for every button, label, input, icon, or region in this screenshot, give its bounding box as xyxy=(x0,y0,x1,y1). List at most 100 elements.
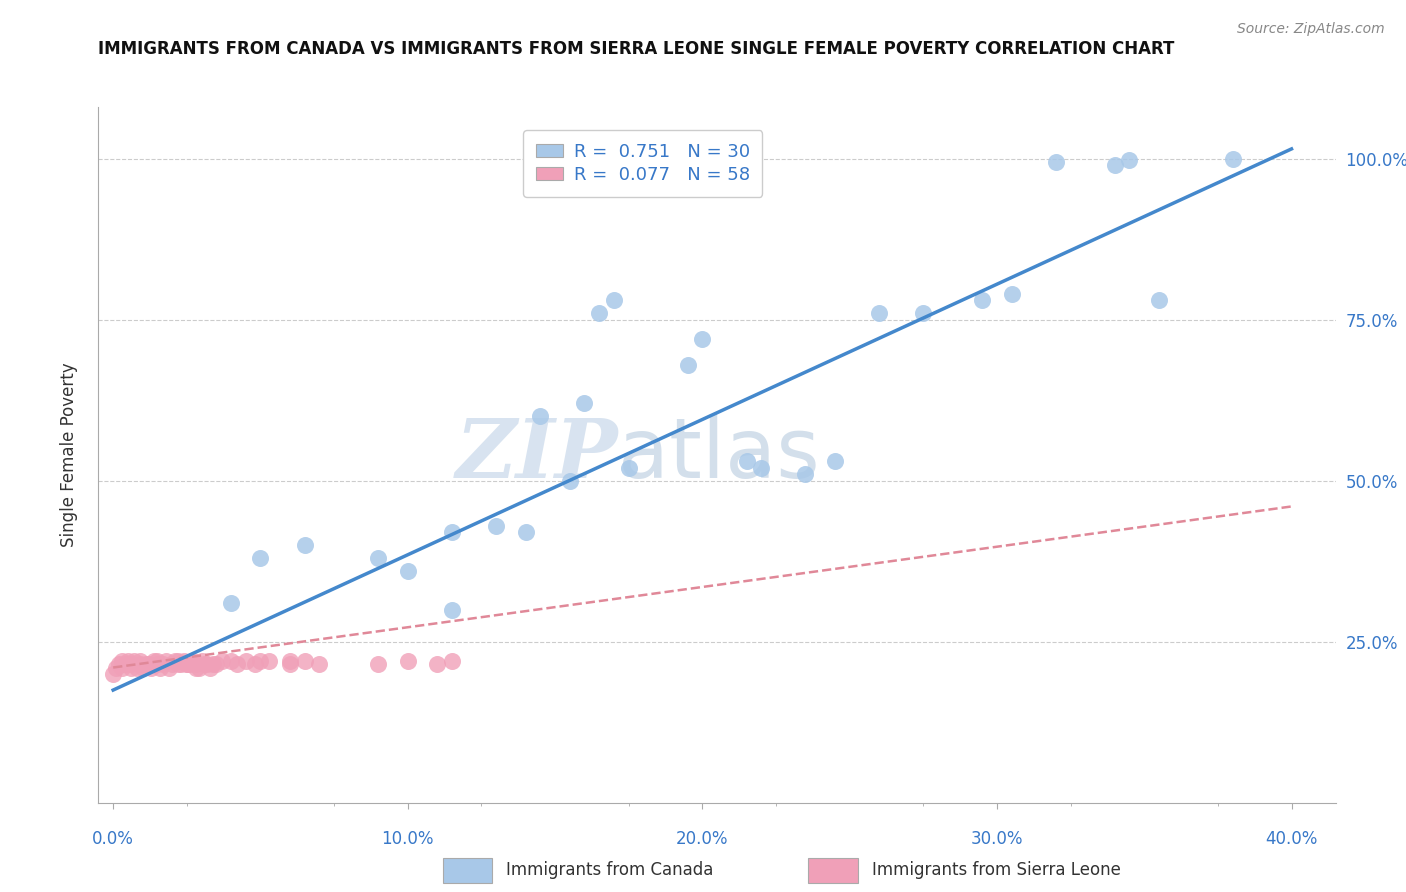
Point xyxy=(219,654,242,668)
Point xyxy=(141,660,163,674)
Text: 20.0%: 20.0% xyxy=(676,830,728,847)
Point xyxy=(603,293,626,308)
Point xyxy=(972,293,994,308)
Point xyxy=(868,306,890,320)
Point xyxy=(131,660,153,674)
Point xyxy=(1001,286,1024,301)
Point xyxy=(202,657,225,672)
Point xyxy=(190,654,212,668)
Point xyxy=(1104,158,1126,172)
Point xyxy=(143,654,166,668)
Text: 30.0%: 30.0% xyxy=(970,830,1024,847)
Point xyxy=(676,358,699,372)
Point xyxy=(138,657,160,672)
Point xyxy=(176,657,198,672)
Point xyxy=(176,657,198,672)
Point xyxy=(225,657,247,672)
Point xyxy=(170,657,193,672)
Point xyxy=(128,654,150,668)
Text: atlas: atlas xyxy=(619,415,820,495)
Text: 10.0%: 10.0% xyxy=(381,830,434,847)
Point xyxy=(617,460,640,475)
Point xyxy=(1147,293,1170,308)
Point xyxy=(160,657,183,672)
Point xyxy=(101,667,124,681)
Point xyxy=(367,657,389,672)
Text: Source: ZipAtlas.com: Source: ZipAtlas.com xyxy=(1237,22,1385,37)
Point xyxy=(440,525,463,540)
Point xyxy=(1118,153,1140,167)
Point xyxy=(200,660,222,674)
Point xyxy=(243,657,266,672)
Point xyxy=(426,657,449,672)
Point xyxy=(440,602,463,616)
Point xyxy=(146,657,169,672)
Point xyxy=(197,657,219,672)
Point xyxy=(396,654,419,668)
Point xyxy=(120,657,142,672)
Point xyxy=(193,657,215,672)
Point xyxy=(125,660,148,674)
Point xyxy=(211,654,233,668)
Point xyxy=(187,660,209,674)
Point xyxy=(173,654,195,668)
Text: Immigrants from Canada: Immigrants from Canada xyxy=(506,861,713,879)
Point xyxy=(558,474,581,488)
Point xyxy=(278,654,301,668)
Point xyxy=(179,657,201,672)
Point xyxy=(128,657,150,672)
Point xyxy=(259,654,281,668)
Point xyxy=(205,657,228,672)
Point xyxy=(485,518,508,533)
Point xyxy=(181,654,204,668)
Point xyxy=(167,654,190,668)
Point xyxy=(114,657,136,672)
Point xyxy=(120,660,142,674)
Point xyxy=(167,657,190,672)
Point xyxy=(157,660,180,674)
Point xyxy=(117,654,139,668)
Point xyxy=(1222,152,1244,166)
Point xyxy=(294,654,316,668)
Point xyxy=(529,409,551,424)
Point xyxy=(1045,154,1067,169)
Point xyxy=(111,654,134,668)
Point xyxy=(146,654,169,668)
Point xyxy=(308,657,330,672)
Text: IMMIGRANTS FROM CANADA VS IMMIGRANTS FROM SIERRA LEONE SINGLE FEMALE POVERTY COR: IMMIGRANTS FROM CANADA VS IMMIGRANTS FRO… xyxy=(98,40,1175,58)
Point xyxy=(155,654,177,668)
Point xyxy=(152,657,174,672)
Text: ZIP: ZIP xyxy=(456,415,619,495)
Y-axis label: Single Female Poverty: Single Female Poverty xyxy=(59,363,77,547)
Point xyxy=(184,660,207,674)
Point xyxy=(574,396,596,410)
Legend: R =  0.751   N = 30, R =  0.077   N = 58: R = 0.751 N = 30, R = 0.077 N = 58 xyxy=(523,130,762,196)
Point xyxy=(794,467,817,482)
Point xyxy=(111,660,134,674)
Point xyxy=(163,654,186,668)
Point xyxy=(278,657,301,672)
Point xyxy=(515,525,537,540)
Point xyxy=(396,564,419,578)
Point xyxy=(440,654,463,668)
Point xyxy=(249,654,271,668)
Point xyxy=(219,596,242,610)
Point xyxy=(294,538,316,552)
Point xyxy=(824,454,846,468)
Point xyxy=(184,657,207,672)
Point xyxy=(122,654,145,668)
Point xyxy=(735,454,758,468)
Text: 40.0%: 40.0% xyxy=(1265,830,1317,847)
Point xyxy=(249,551,271,566)
Text: 0.0%: 0.0% xyxy=(93,830,134,847)
Point xyxy=(588,306,610,320)
Point xyxy=(149,660,172,674)
Text: Immigrants from Sierra Leone: Immigrants from Sierra Leone xyxy=(872,861,1121,879)
Point xyxy=(749,460,772,475)
Point xyxy=(912,306,935,320)
Point xyxy=(692,332,714,346)
Point xyxy=(135,657,157,672)
Point xyxy=(108,657,131,672)
Point xyxy=(367,551,389,566)
Point xyxy=(235,654,257,668)
